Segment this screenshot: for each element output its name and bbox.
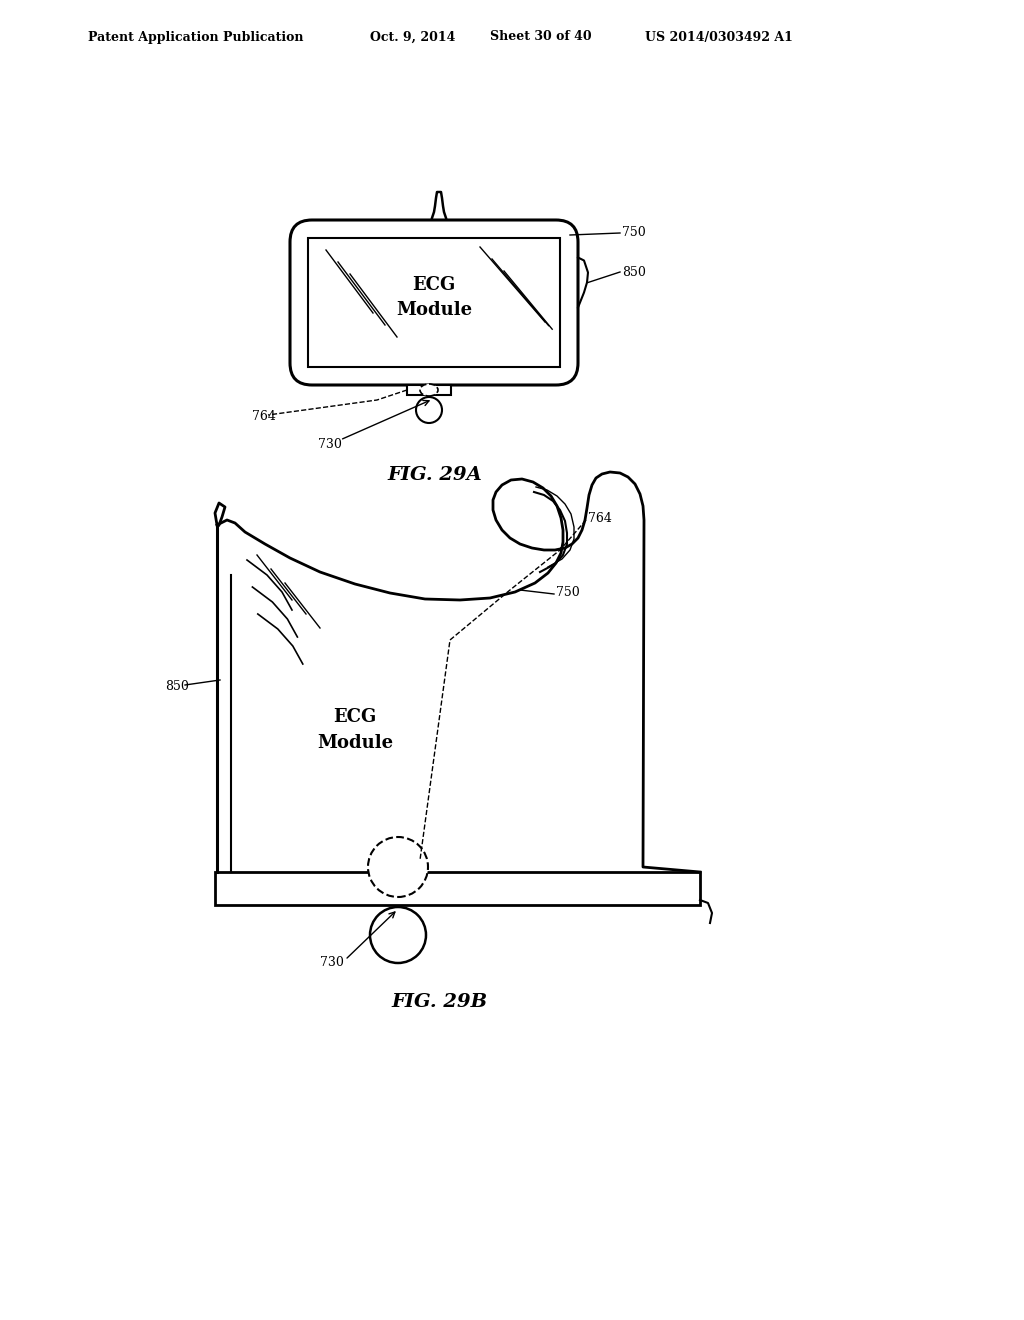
Text: Patent Application Publication: Patent Application Publication: [88, 30, 303, 44]
FancyBboxPatch shape: [290, 220, 578, 385]
Bar: [308, 238, 560, 367]
Bar: [215, 873, 700, 906]
Circle shape: [370, 907, 426, 964]
Text: FIG. 29B: FIG. 29B: [392, 993, 488, 1011]
Text: Sheet 30 of 40: Sheet 30 of 40: [490, 30, 592, 44]
Text: 850: 850: [165, 680, 188, 693]
Text: Oct. 9, 2014: Oct. 9, 2014: [370, 30, 456, 44]
Circle shape: [416, 397, 442, 422]
Text: 850: 850: [622, 265, 646, 279]
Text: 730: 730: [319, 957, 344, 969]
Text: 750: 750: [622, 227, 646, 239]
Text: US 2014/0303492 A1: US 2014/0303492 A1: [645, 30, 793, 44]
Text: ECG
Module: ECG Module: [396, 276, 472, 319]
Text: 764: 764: [252, 411, 275, 424]
Text: FIG. 29A: FIG. 29A: [388, 466, 482, 484]
Text: 764: 764: [588, 511, 612, 524]
Text: 730: 730: [318, 437, 342, 450]
Circle shape: [368, 837, 428, 898]
Bar: [407, 385, 451, 395]
Text: 750: 750: [556, 586, 580, 599]
Text: ECG
Module: ECG Module: [317, 709, 393, 751]
Ellipse shape: [420, 384, 438, 396]
